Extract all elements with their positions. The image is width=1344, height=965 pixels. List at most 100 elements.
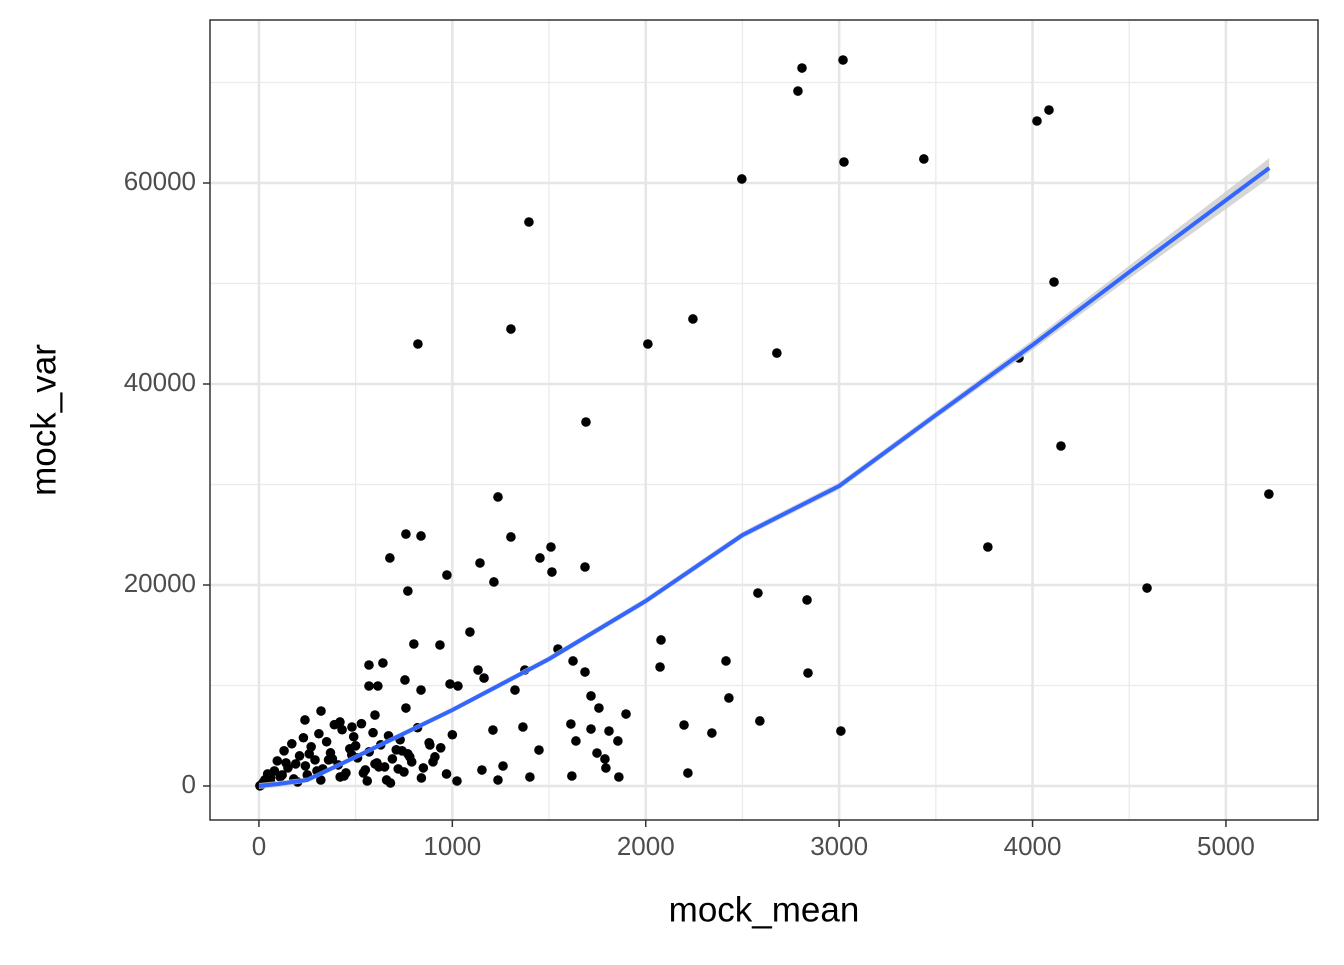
- point: [368, 727, 378, 738]
- point: [613, 736, 623, 746]
- point: [1049, 277, 1059, 287]
- point: [498, 761, 508, 771]
- point: [592, 748, 602, 758]
- point: [453, 681, 463, 691]
- point: [428, 757, 438, 767]
- x-tick-label: 1000: [423, 831, 481, 861]
- x-tick-label: 2000: [617, 831, 675, 861]
- point: [525, 772, 535, 782]
- point: [327, 754, 338, 764]
- point: [310, 755, 320, 765]
- point: [803, 668, 813, 678]
- y-tick-label: 60000: [124, 166, 196, 196]
- point: [535, 553, 545, 563]
- point: [493, 492, 503, 502]
- point: [753, 588, 763, 598]
- point: [604, 726, 614, 736]
- point: [424, 737, 434, 748]
- grid: [210, 20, 1318, 820]
- point: [387, 754, 398, 764]
- point: [435, 743, 446, 753]
- point: [518, 722, 528, 732]
- point: [300, 761, 311, 771]
- point: [838, 55, 848, 65]
- point: [413, 339, 423, 349]
- fit-line: [258, 166, 1271, 788]
- point: [321, 736, 332, 747]
- point: [316, 775, 326, 785]
- point: [614, 772, 624, 782]
- point: [316, 706, 326, 716]
- point: [304, 749, 315, 759]
- point: [294, 751, 305, 761]
- point: [580, 667, 590, 677]
- panel-border: [209, 19, 1319, 821]
- point: [688, 314, 698, 324]
- point: [277, 770, 287, 780]
- point: [397, 746, 407, 756]
- point: [1032, 116, 1042, 126]
- point: [401, 703, 411, 713]
- point: [298, 732, 309, 743]
- point: [287, 738, 297, 749]
- point: [568, 656, 578, 666]
- point: [1056, 441, 1066, 451]
- point: [656, 635, 666, 645]
- point: [586, 724, 596, 734]
- point: [793, 86, 803, 96]
- point: [571, 736, 581, 746]
- point: [546, 542, 556, 552]
- point: [452, 776, 462, 786]
- point: [643, 339, 653, 349]
- point: [442, 570, 452, 580]
- point: [393, 764, 403, 774]
- point: [772, 348, 782, 358]
- point: [547, 567, 557, 577]
- point: [385, 778, 396, 788]
- point: [358, 768, 369, 778]
- y-tick-label: 20000: [124, 568, 196, 598]
- point: [290, 759, 301, 769]
- point: [362, 776, 373, 786]
- point: [679, 720, 689, 730]
- x-tick-label: 0: [252, 831, 266, 861]
- point: [919, 154, 929, 164]
- point: [348, 731, 359, 742]
- point: [1142, 583, 1152, 593]
- point: [337, 724, 347, 735]
- y-tick-label: 40000: [124, 367, 196, 397]
- point: [580, 562, 590, 572]
- point: [621, 709, 631, 719]
- point: [506, 324, 516, 334]
- point: [983, 542, 993, 552]
- point: [447, 729, 458, 740]
- point: [534, 745, 544, 755]
- point: [465, 627, 475, 637]
- point: [655, 662, 665, 672]
- point: [329, 719, 340, 730]
- point: [567, 771, 577, 781]
- point: [797, 63, 807, 73]
- point: [839, 157, 849, 167]
- y-axis-title: mock_var: [24, 344, 63, 496]
- x-tick-label: 3000: [810, 831, 868, 861]
- point: [836, 726, 846, 736]
- point: [601, 763, 611, 773]
- point: [300, 715, 310, 725]
- point: [356, 718, 367, 729]
- point: [416, 531, 426, 541]
- x-tick-label: 5000: [1197, 831, 1255, 861]
- point: [737, 174, 747, 184]
- point: [479, 673, 489, 683]
- point: [493, 775, 503, 785]
- point: [403, 586, 413, 596]
- point: [594, 703, 604, 713]
- point: [488, 725, 498, 735]
- point: [373, 681, 383, 691]
- y-tick-label: 0: [182, 769, 196, 799]
- point: [378, 658, 388, 668]
- point: [279, 746, 289, 756]
- point: [1044, 105, 1054, 115]
